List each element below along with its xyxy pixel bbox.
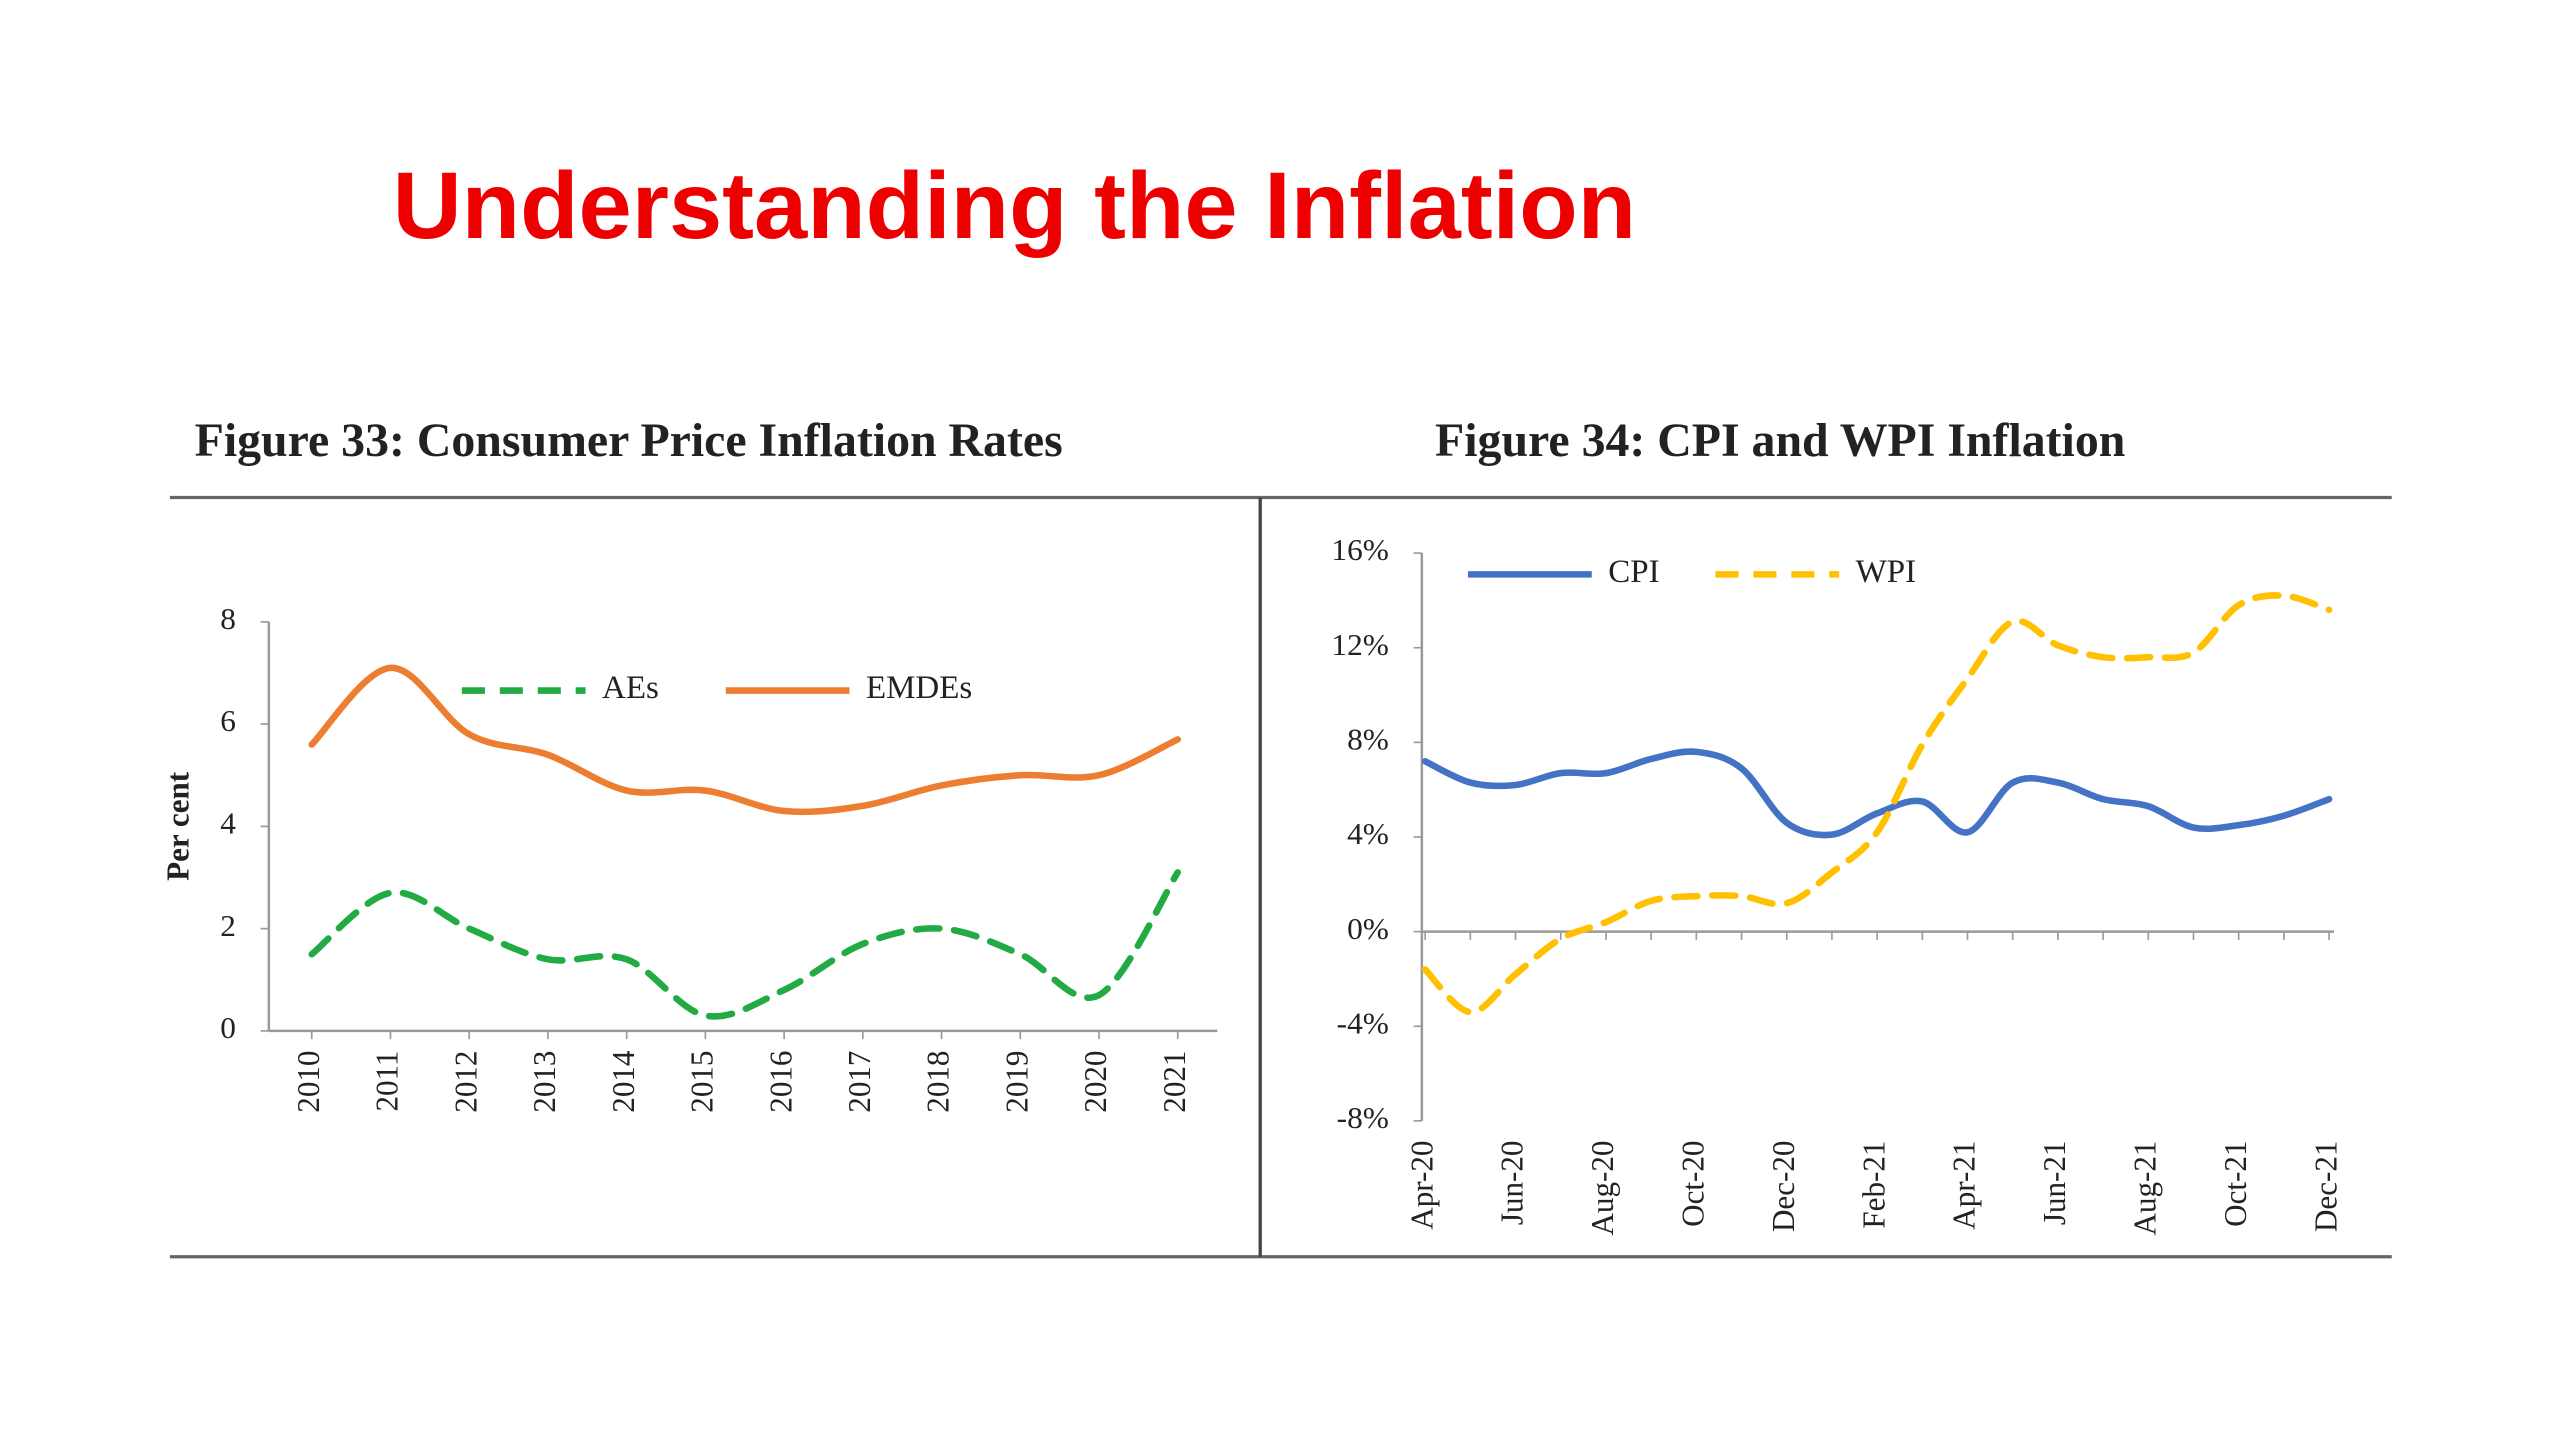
x-tick-label: Jun-21 xyxy=(2037,1141,2072,1226)
y-tick-label: 6 xyxy=(220,703,236,738)
chart-title: Figure 33: Consumer Price Inflation Rate… xyxy=(195,415,1063,467)
x-tick-label: Dec-21 xyxy=(2308,1141,2343,1232)
x-tick-label: 2013 xyxy=(527,1051,562,1113)
y-tick-label: 4 xyxy=(220,806,236,841)
legend-label: CPI xyxy=(1608,554,1659,590)
x-tick-label: Oct-20 xyxy=(1675,1141,1710,1227)
y-tick-label: 16% xyxy=(1331,532,1388,567)
x-tick-label: 2010 xyxy=(291,1051,326,1113)
x-tick-label: Apr-20 xyxy=(1404,1141,1439,1230)
legend-label: EMDEs xyxy=(866,670,972,706)
x-tick-label: 2014 xyxy=(606,1050,641,1113)
data-line xyxy=(308,664,1182,816)
data-line xyxy=(308,869,1182,1020)
y-tick-label: 8% xyxy=(1347,722,1389,757)
x-tick-label: Apr-21 xyxy=(1947,1141,1982,1230)
legend-label: WPI xyxy=(1856,554,1916,590)
x-tick-label: Dec-20 xyxy=(1766,1141,1801,1232)
y-tick-label: 0 xyxy=(220,1010,236,1045)
x-tick-label: 2016 xyxy=(763,1051,798,1113)
legend-label: AEs xyxy=(602,670,659,706)
y-tick-label: -8% xyxy=(1337,1100,1389,1135)
x-tick-label: Oct-21 xyxy=(2218,1141,2253,1227)
y-tick-label: -4% xyxy=(1337,1006,1389,1041)
x-tick-label: 2012 xyxy=(448,1051,483,1113)
x-tick-label: 2019 xyxy=(999,1051,1034,1113)
x-tick-label: 2021 xyxy=(1157,1051,1192,1113)
data-line xyxy=(1421,592,2333,1016)
chart-title: Figure 34: CPI and WPI Inflation xyxy=(1435,415,2125,467)
y-tick-label: 4% xyxy=(1347,816,1389,851)
x-tick-label: Aug-20 xyxy=(1585,1141,1620,1236)
x-tick-label: 2017 xyxy=(842,1051,877,1113)
x-tick-label: Feb-21 xyxy=(1856,1141,1891,1229)
x-tick-label: Jun-20 xyxy=(1495,1141,1530,1226)
x-tick-label: Aug-21 xyxy=(2127,1141,2162,1236)
y-tick-label: 2 xyxy=(220,908,236,943)
x-tick-label: 2011 xyxy=(370,1051,405,1112)
data-line xyxy=(1421,748,2333,839)
y-tick-label: 8 xyxy=(220,601,236,636)
y-axis-label: Per cent xyxy=(161,771,196,881)
x-tick-label: 2015 xyxy=(684,1051,719,1113)
x-tick-label: 2018 xyxy=(921,1051,956,1113)
x-tick-label: 2020 xyxy=(1078,1051,1113,1113)
slide-title: Understanding the Inflation xyxy=(393,153,1637,259)
y-tick-label: 12% xyxy=(1331,627,1388,662)
y-tick-label: 0% xyxy=(1347,911,1389,946)
